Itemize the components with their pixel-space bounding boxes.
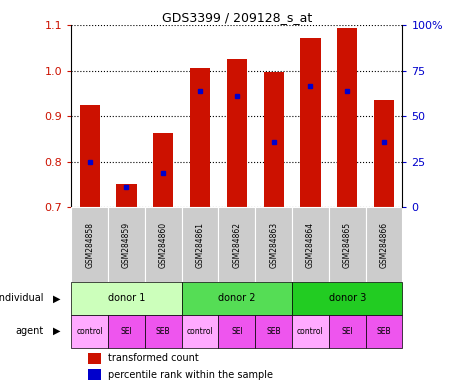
Bar bbox=[88, 369, 101, 381]
Bar bbox=[145, 207, 181, 282]
Bar bbox=[88, 353, 101, 364]
Text: GSM284859: GSM284859 bbox=[122, 222, 131, 268]
Bar bbox=[79, 105, 100, 207]
Text: GSM284861: GSM284861 bbox=[195, 222, 204, 268]
Text: GSM284864: GSM284864 bbox=[305, 222, 314, 268]
Text: percentile rank within the sample: percentile rank within the sample bbox=[107, 370, 272, 380]
Bar bbox=[291, 315, 328, 348]
Text: agent: agent bbox=[15, 326, 43, 336]
Text: GSM284860: GSM284860 bbox=[158, 222, 168, 268]
Bar bbox=[373, 100, 393, 207]
Text: control: control bbox=[76, 327, 103, 336]
Bar bbox=[116, 184, 136, 207]
Title: GDS3399 / 209128_s_at: GDS3399 / 209128_s_at bbox=[162, 11, 311, 24]
Bar bbox=[328, 207, 365, 282]
Text: control: control bbox=[297, 327, 323, 336]
Text: donor 2: donor 2 bbox=[218, 293, 255, 303]
Text: SEI: SEI bbox=[341, 327, 353, 336]
Text: ▶: ▶ bbox=[52, 293, 60, 303]
Text: donor 3: donor 3 bbox=[328, 293, 365, 303]
Text: SEI: SEI bbox=[120, 327, 132, 336]
Text: transformed count: transformed count bbox=[107, 354, 198, 364]
Bar bbox=[255, 207, 291, 282]
Bar bbox=[71, 315, 108, 348]
Bar bbox=[108, 207, 145, 282]
Text: SEI: SEI bbox=[230, 327, 242, 336]
Bar bbox=[263, 72, 283, 207]
Bar bbox=[181, 207, 218, 282]
Bar bbox=[291, 282, 402, 315]
Bar bbox=[336, 28, 357, 207]
Bar bbox=[328, 315, 365, 348]
Text: GSM284858: GSM284858 bbox=[85, 222, 94, 268]
Bar bbox=[108, 315, 145, 348]
Text: GSM284865: GSM284865 bbox=[342, 222, 351, 268]
Text: GSM284862: GSM284862 bbox=[232, 222, 241, 268]
Text: donor 1: donor 1 bbox=[107, 293, 145, 303]
Bar bbox=[365, 315, 402, 348]
Bar bbox=[190, 68, 210, 207]
Text: SEB: SEB bbox=[376, 327, 391, 336]
Bar bbox=[71, 282, 181, 315]
Text: GSM284866: GSM284866 bbox=[379, 222, 388, 268]
Bar bbox=[300, 38, 320, 207]
Bar bbox=[71, 207, 108, 282]
Text: SEB: SEB bbox=[156, 327, 170, 336]
Bar bbox=[145, 315, 181, 348]
Bar bbox=[181, 315, 218, 348]
Bar bbox=[218, 207, 255, 282]
Text: SEB: SEB bbox=[266, 327, 280, 336]
Bar bbox=[291, 207, 328, 282]
Bar bbox=[181, 282, 291, 315]
Text: ▶: ▶ bbox=[52, 326, 60, 336]
Text: GSM284863: GSM284863 bbox=[269, 222, 278, 268]
Bar bbox=[153, 134, 173, 207]
Bar bbox=[218, 315, 255, 348]
Text: individual: individual bbox=[0, 293, 43, 303]
Bar bbox=[255, 315, 291, 348]
Bar bbox=[365, 207, 402, 282]
Text: control: control bbox=[186, 327, 213, 336]
Bar bbox=[226, 59, 246, 207]
